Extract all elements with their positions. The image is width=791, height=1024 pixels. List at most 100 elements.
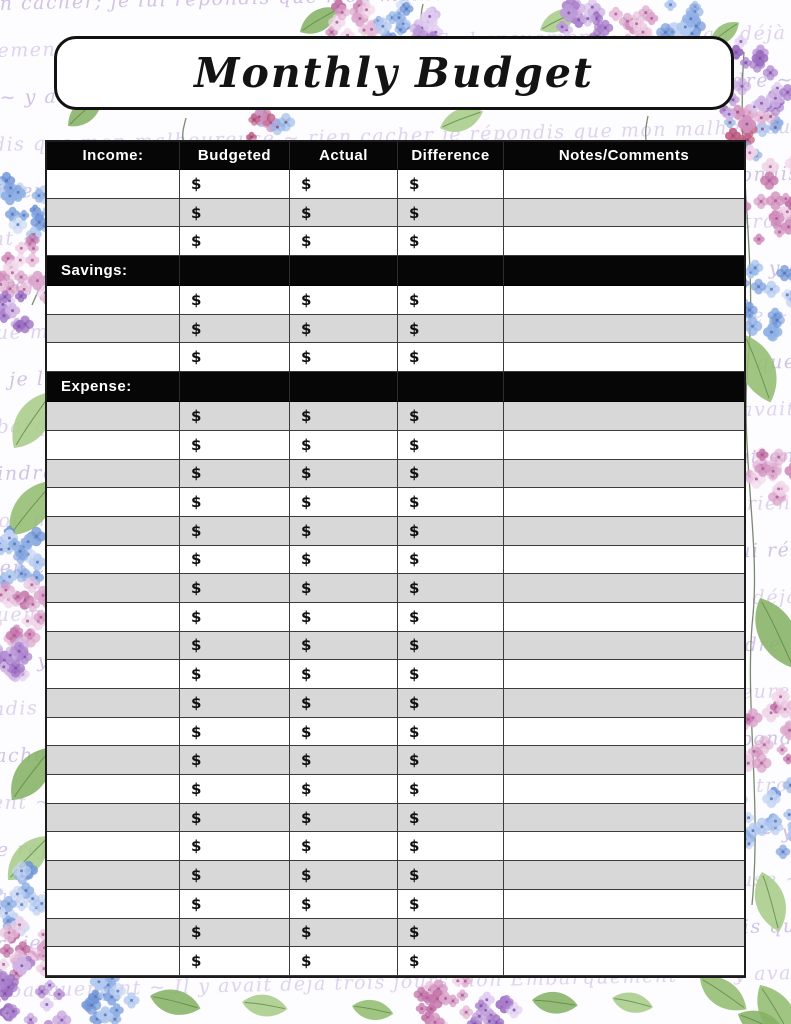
dollar-sign: $ (301, 290, 312, 309)
notes-cell (504, 718, 744, 747)
expense-row: $ $ $ (47, 861, 744, 890)
budgeted-amount-cell: $ (180, 861, 290, 890)
expense-row: $ $ $ (47, 631, 744, 661)
section-header-cell (290, 372, 398, 403)
dollar-sign: $ (191, 521, 202, 540)
dollar-sign: $ (191, 779, 202, 798)
budgeted-amount-cell: $ (180, 198, 290, 228)
expense-row: $ $ $ (47, 889, 744, 919)
budgeted-amount-cell: $ (180, 170, 290, 199)
actual-amount-cell: $ (290, 227, 398, 257)
dollar-sign: $ (191, 693, 202, 712)
budgeted-amount-cell: $ (180, 832, 290, 862)
actual-amount-cell: $ (290, 286, 398, 315)
dollar-sign: $ (301, 406, 312, 425)
dollar-sign: $ (301, 779, 312, 798)
notes-cell (504, 546, 744, 575)
dollar-sign: $ (191, 607, 202, 626)
actual-amount-cell: $ (290, 889, 398, 919)
dollar-sign: $ (301, 607, 312, 626)
income-row: $ $ $ (47, 227, 744, 257)
notes-cell (504, 919, 744, 948)
dollar-sign: $ (301, 232, 312, 251)
dollar-sign: $ (191, 232, 202, 251)
section-header-cell (290, 256, 398, 287)
actual-amount-cell: $ (290, 832, 398, 862)
dollar-sign: $ (301, 693, 312, 712)
notes-cell (504, 402, 744, 431)
difference-amount-cell: $ (398, 832, 504, 862)
dollar-sign: $ (301, 665, 312, 684)
expense-name-cell (47, 488, 180, 517)
dollar-sign: $ (191, 348, 202, 367)
notes-cell (504, 315, 744, 344)
expense-row: $ $ $ (47, 775, 744, 804)
dollar-sign: $ (191, 837, 202, 856)
dollar-sign: $ (409, 751, 420, 770)
difference-amount-cell: $ (398, 574, 504, 603)
budgeted-amount-cell: $ (180, 602, 290, 632)
budgeted-amount-cell: $ (180, 488, 290, 517)
income-row: $ $ $ (47, 198, 744, 228)
dollar-sign: $ (191, 808, 202, 827)
savings-row: $ $ $ (47, 343, 744, 373)
dollar-sign: $ (191, 722, 202, 741)
expense-name-cell (47, 574, 180, 603)
expense-row: $ $ $ (47, 660, 744, 689)
notes-cell (504, 660, 744, 689)
page-title: Monthly Budget (194, 49, 594, 97)
expense-name-cell (47, 602, 180, 632)
dollar-sign: $ (409, 232, 420, 251)
budgeted-amount-cell: $ (180, 516, 290, 546)
difference-amount-cell: $ (398, 343, 504, 373)
actual-amount-cell: $ (290, 170, 398, 199)
budgeted-amount-cell: $ (180, 402, 290, 431)
difference-amount-cell: $ (398, 459, 504, 489)
actual-amount-cell: $ (290, 660, 398, 689)
dollar-sign: $ (301, 579, 312, 598)
notes-cell (504, 460, 744, 489)
expense-name-cell (47, 861, 180, 890)
section-row-savings: Savings: (47, 256, 744, 287)
dollar-sign: $ (191, 952, 202, 971)
dollar-sign: $ (409, 665, 420, 684)
expense-name-cell (47, 775, 180, 804)
section-label-expense: Expense: (47, 372, 180, 403)
dollar-sign: $ (301, 837, 312, 856)
dollar-sign: $ (409, 808, 420, 827)
savings-name-cell (47, 286, 180, 315)
dollar-sign: $ (409, 607, 420, 626)
budgeted-amount-cell: $ (180, 947, 290, 976)
dollar-sign: $ (191, 406, 202, 425)
dollar-sign: $ (191, 435, 202, 454)
difference-amount-cell: $ (398, 402, 504, 431)
dollar-sign: $ (191, 174, 202, 193)
actual-amount-cell: $ (290, 574, 398, 603)
notes-cell (504, 890, 744, 919)
dollar-sign: $ (409, 636, 420, 655)
budgeted-amount-cell: $ (180, 227, 290, 257)
actual-amount-cell: $ (290, 689, 398, 718)
expense-row: $ $ $ (47, 602, 744, 632)
difference-amount-cell: $ (398, 545, 504, 575)
actual-amount-cell: $ (290, 545, 398, 575)
actual-amount-cell: $ (290, 775, 398, 804)
notes-cell (504, 343, 744, 373)
income-name-cell (47, 227, 180, 257)
expense-row: $ $ $ (47, 516, 744, 546)
dollar-sign: $ (191, 464, 202, 483)
dollar-sign: $ (301, 923, 312, 942)
dollar-sign: $ (191, 290, 202, 309)
dollar-sign: $ (409, 693, 420, 712)
expense-row: $ $ $ (47, 918, 744, 948)
dollar-sign: $ (409, 203, 420, 222)
dollar-sign: $ (409, 837, 420, 856)
difference-amount-cell: $ (398, 430, 504, 460)
dollar-sign: $ (301, 550, 312, 569)
dollar-sign: $ (301, 493, 312, 512)
dollar-sign: $ (301, 952, 312, 971)
section-label-savings: Savings: (47, 256, 180, 287)
dollar-sign: $ (301, 174, 312, 193)
savings-name-cell (47, 343, 180, 373)
